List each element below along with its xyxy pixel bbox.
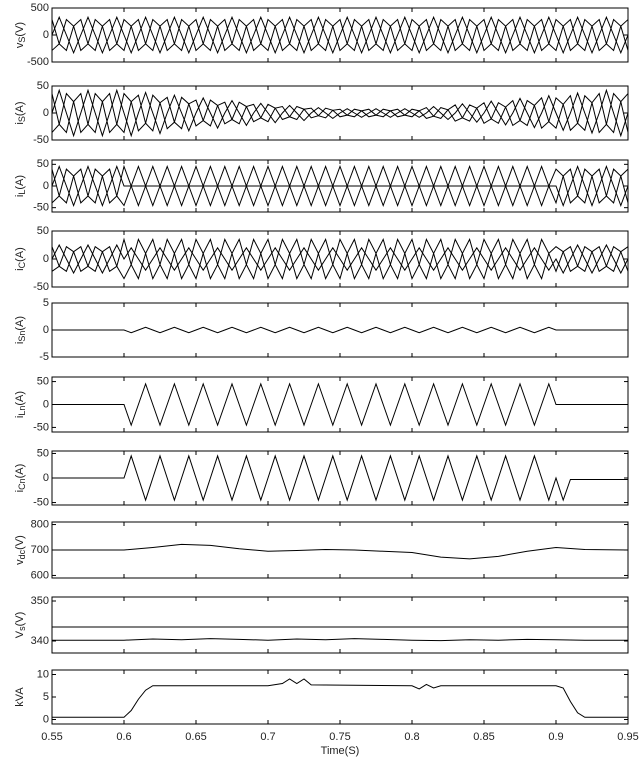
y-axis-label: vdc(V)	[14, 535, 27, 565]
trace	[52, 638, 628, 642]
y-label-sub: L	[17, 190, 27, 195]
axes-frame	[51, 596, 629, 654]
y-tick-label: -50	[33, 202, 49, 214]
trace	[52, 454, 628, 502]
y-tick-label: 340	[31, 635, 49, 647]
trace	[51, 238, 629, 280]
y-label-main: i	[14, 195, 26, 197]
y-label-main: i	[14, 490, 26, 492]
y-label-main: v	[14, 42, 26, 48]
y-tick-label: -500	[27, 56, 49, 68]
y-label-unit: (A)	[14, 175, 26, 190]
y-axis-label: iC(A)	[14, 247, 27, 271]
y-tick-label: 600	[31, 569, 49, 581]
x-tick-label: 0.75	[329, 731, 350, 743]
y-tick-label: 50	[37, 375, 49, 387]
y-axis-label: iSn(A)	[14, 316, 27, 344]
y-label-sub: S	[17, 116, 27, 122]
y-tick-label: 5	[43, 691, 49, 703]
x-tick-label: 0.95	[617, 731, 638, 743]
y-tick-label: 10	[37, 668, 49, 680]
y-label-unit: (A)	[14, 316, 26, 331]
y-label-unit: (V)	[14, 535, 26, 550]
trace	[51, 92, 629, 134]
y-label-sub: Ln	[17, 406, 27, 416]
y-label-unit: (V)	[14, 22, 26, 37]
trace	[52, 326, 628, 334]
trace	[51, 92, 629, 134]
y-tick-label: 800	[31, 518, 49, 530]
y-tick-label: -50	[33, 134, 49, 146]
axes-frame	[51, 669, 629, 725]
y-label-unit: (A)	[14, 247, 26, 262]
trace	[51, 88, 629, 138]
y-axis-label: iL(A)	[14, 175, 27, 197]
trace	[51, 243, 629, 275]
y-label-main: V	[14, 630, 26, 638]
y-tick-label: 0	[43, 324, 49, 336]
y-tick-label: -5	[39, 351, 49, 363]
y-tick-label: 50	[37, 80, 49, 92]
trace	[51, 165, 629, 207]
x-axis-label: Time(S)	[321, 745, 360, 757]
x-tick-label: 0.6	[116, 731, 131, 743]
y-tick-label: 50	[37, 158, 49, 170]
x-tick-label: 0.8	[404, 731, 419, 743]
y-label-sub: Cn	[17, 478, 27, 490]
y-tick-label: 50	[37, 447, 49, 459]
y-label-sub: C	[17, 261, 27, 268]
y-tick-label: 0	[43, 253, 49, 265]
y-label-unit: (V)	[14, 612, 26, 627]
y-tick-label: 0	[43, 398, 49, 410]
y-axis-label: iLn(A)	[14, 391, 27, 418]
y-tick-label: -50	[33, 281, 49, 293]
trace	[51, 18, 629, 52]
trace	[51, 237, 629, 280]
x-tick-label: 0.65	[185, 731, 206, 743]
y-label-unit: (A)	[14, 464, 26, 479]
y-label-main: v	[14, 559, 26, 565]
trace	[52, 543, 629, 560]
trace	[51, 15, 629, 55]
y-label-sub: dc	[17, 549, 27, 559]
y-tick-label: 350	[31, 595, 49, 607]
y-label-sub: s	[17, 626, 27, 631]
y-tick-label: 0	[43, 107, 49, 119]
y-tick-label: -50	[33, 421, 49, 433]
trace	[51, 164, 629, 207]
y-tick-label: 5	[43, 297, 49, 309]
y-tick-label: 0	[43, 713, 49, 725]
y-axis-label: vS(V)	[14, 22, 27, 48]
y-tick-label: 0	[43, 29, 49, 41]
y-tick-label: -50	[33, 496, 49, 508]
y-label-sub: Sn	[17, 331, 27, 342]
y-label-sub: S	[17, 37, 27, 43]
trace	[51, 165, 629, 207]
trace	[51, 18, 629, 52]
x-tick-label: 0.9	[548, 731, 563, 743]
trace	[52, 382, 628, 427]
y-label-unit: (A)	[14, 391, 26, 406]
y-label-main: i	[14, 268, 26, 270]
x-tick-label: 0.85	[473, 731, 494, 743]
y-tick-label: 500	[31, 2, 49, 14]
y-label-main: kVA	[14, 687, 26, 707]
y-tick-label: 0	[43, 180, 49, 192]
y-label-main: i	[14, 122, 26, 124]
y-label-main: i	[14, 416, 26, 418]
y-axis-label: iCn(A)	[14, 464, 27, 493]
y-tick-label: 0	[43, 472, 49, 484]
x-tick-label: 0.55	[41, 731, 62, 743]
y-axis-label: iS(A)	[14, 101, 27, 124]
y-label-unit: (A)	[14, 101, 26, 116]
trace	[52, 678, 628, 718]
y-axis-label: Vs(V)	[14, 612, 27, 639]
x-tick-label: 0.7	[260, 731, 275, 743]
y-label-main: i	[14, 342, 26, 344]
y-tick-label: 700	[31, 544, 49, 556]
y-axis-label: kVA	[14, 687, 26, 707]
y-tick-label: 50	[37, 225, 49, 237]
